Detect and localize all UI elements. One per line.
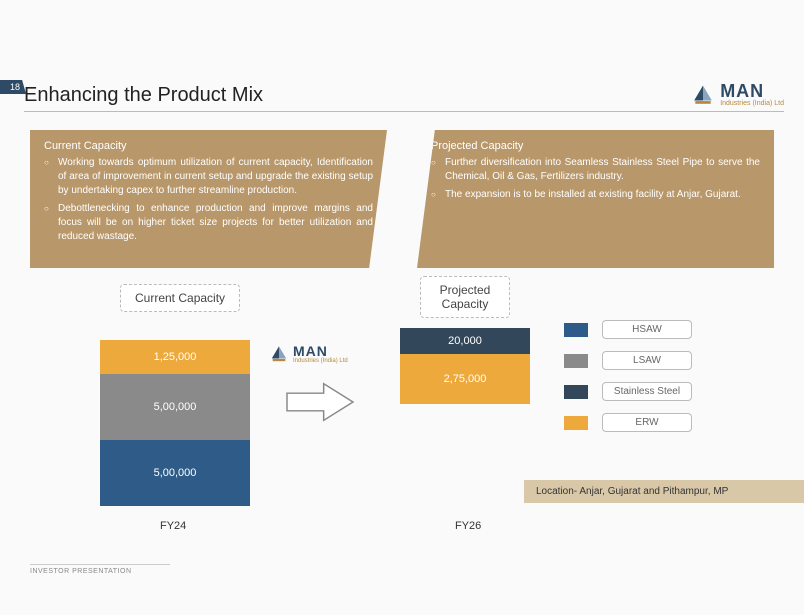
chart-segment: 20,000 — [400, 328, 530, 354]
panel-title-left: Current Capacity — [44, 140, 373, 152]
current-capacity-label: Current Capacity — [120, 284, 240, 312]
chart-segment: 5,00,000 — [100, 440, 250, 506]
page-title: Enhancing the Product Mix — [24, 84, 263, 107]
panel-title-right: Projected Capacity — [431, 140, 760, 152]
logo-icon — [692, 84, 714, 106]
panel-bullets-left: Working towards optimum utilization of c… — [44, 156, 373, 244]
legend-label: HSAW — [602, 320, 692, 339]
legend-swatch — [564, 354, 588, 368]
logo-sub: Industries (India) Ltd — [720, 100, 784, 107]
legend-swatch — [564, 323, 588, 337]
brand-logo: MAN Industries (India) Ltd — [692, 82, 784, 107]
location-bar: Location- Anjar, Gujarat and Pithampur, … — [524, 480, 804, 503]
bullet: Working towards optimum utilization of c… — [44, 156, 373, 198]
axis-label-fy26: FY26 — [455, 520, 481, 532]
chart-segment: 5,00,000 — [100, 374, 250, 440]
current-capacity-panel: Current Capacity Working towards optimum… — [30, 130, 387, 268]
legend-row: LSAW — [564, 351, 744, 370]
title-bar: Enhancing the Product Mix MAN Industries… — [24, 82, 784, 112]
legend: HSAW LSAW Stainless Steel ERW — [564, 320, 744, 444]
bullet: The expansion is to be installed at exis… — [431, 188, 760, 202]
logo-name: MAN — [720, 82, 784, 100]
legend-row: ERW — [564, 413, 744, 432]
panel-bullets-right: Further diversification into Seamless St… — [431, 156, 760, 202]
legend-label: ERW — [602, 413, 692, 432]
logo-sub: Industries (India) Ltd — [293, 358, 348, 364]
axis-label-fy24: FY24 — [160, 520, 186, 532]
page-number: 18 — [0, 80, 26, 94]
info-panels: Current Capacity Working towards optimum… — [30, 130, 774, 268]
footer: INVESTOR PRESENTATION — [30, 564, 170, 575]
legend-label: Stainless Steel — [602, 382, 692, 401]
bullet: Further diversification into Seamless St… — [431, 156, 760, 184]
projected-capacity-panel: Projected Capacity Further diversificati… — [417, 130, 774, 268]
chart-fy26: 20,0002,75,000 — [400, 326, 530, 404]
legend-label: LSAW — [602, 351, 692, 370]
legend-swatch — [564, 385, 588, 399]
chart-segment: 2,75,000 — [400, 354, 530, 404]
bullet: Debottlenecking to enhance production an… — [44, 202, 373, 244]
legend-row: Stainless Steel — [564, 382, 744, 401]
arrow-icon — [280, 380, 360, 424]
chart-segment: 1,25,000 — [100, 340, 250, 374]
projected-capacity-label: Projected Capacity — [420, 276, 510, 318]
logo-icon — [270, 345, 288, 363]
chart-fy24: 1,25,0005,00,0005,00,000 — [100, 336, 250, 506]
legend-row: HSAW — [564, 320, 744, 339]
brand-logo-mid: MAN Industries (India) Ltd — [270, 344, 348, 364]
logo-name: MAN — [293, 344, 348, 358]
legend-swatch — [564, 416, 588, 430]
